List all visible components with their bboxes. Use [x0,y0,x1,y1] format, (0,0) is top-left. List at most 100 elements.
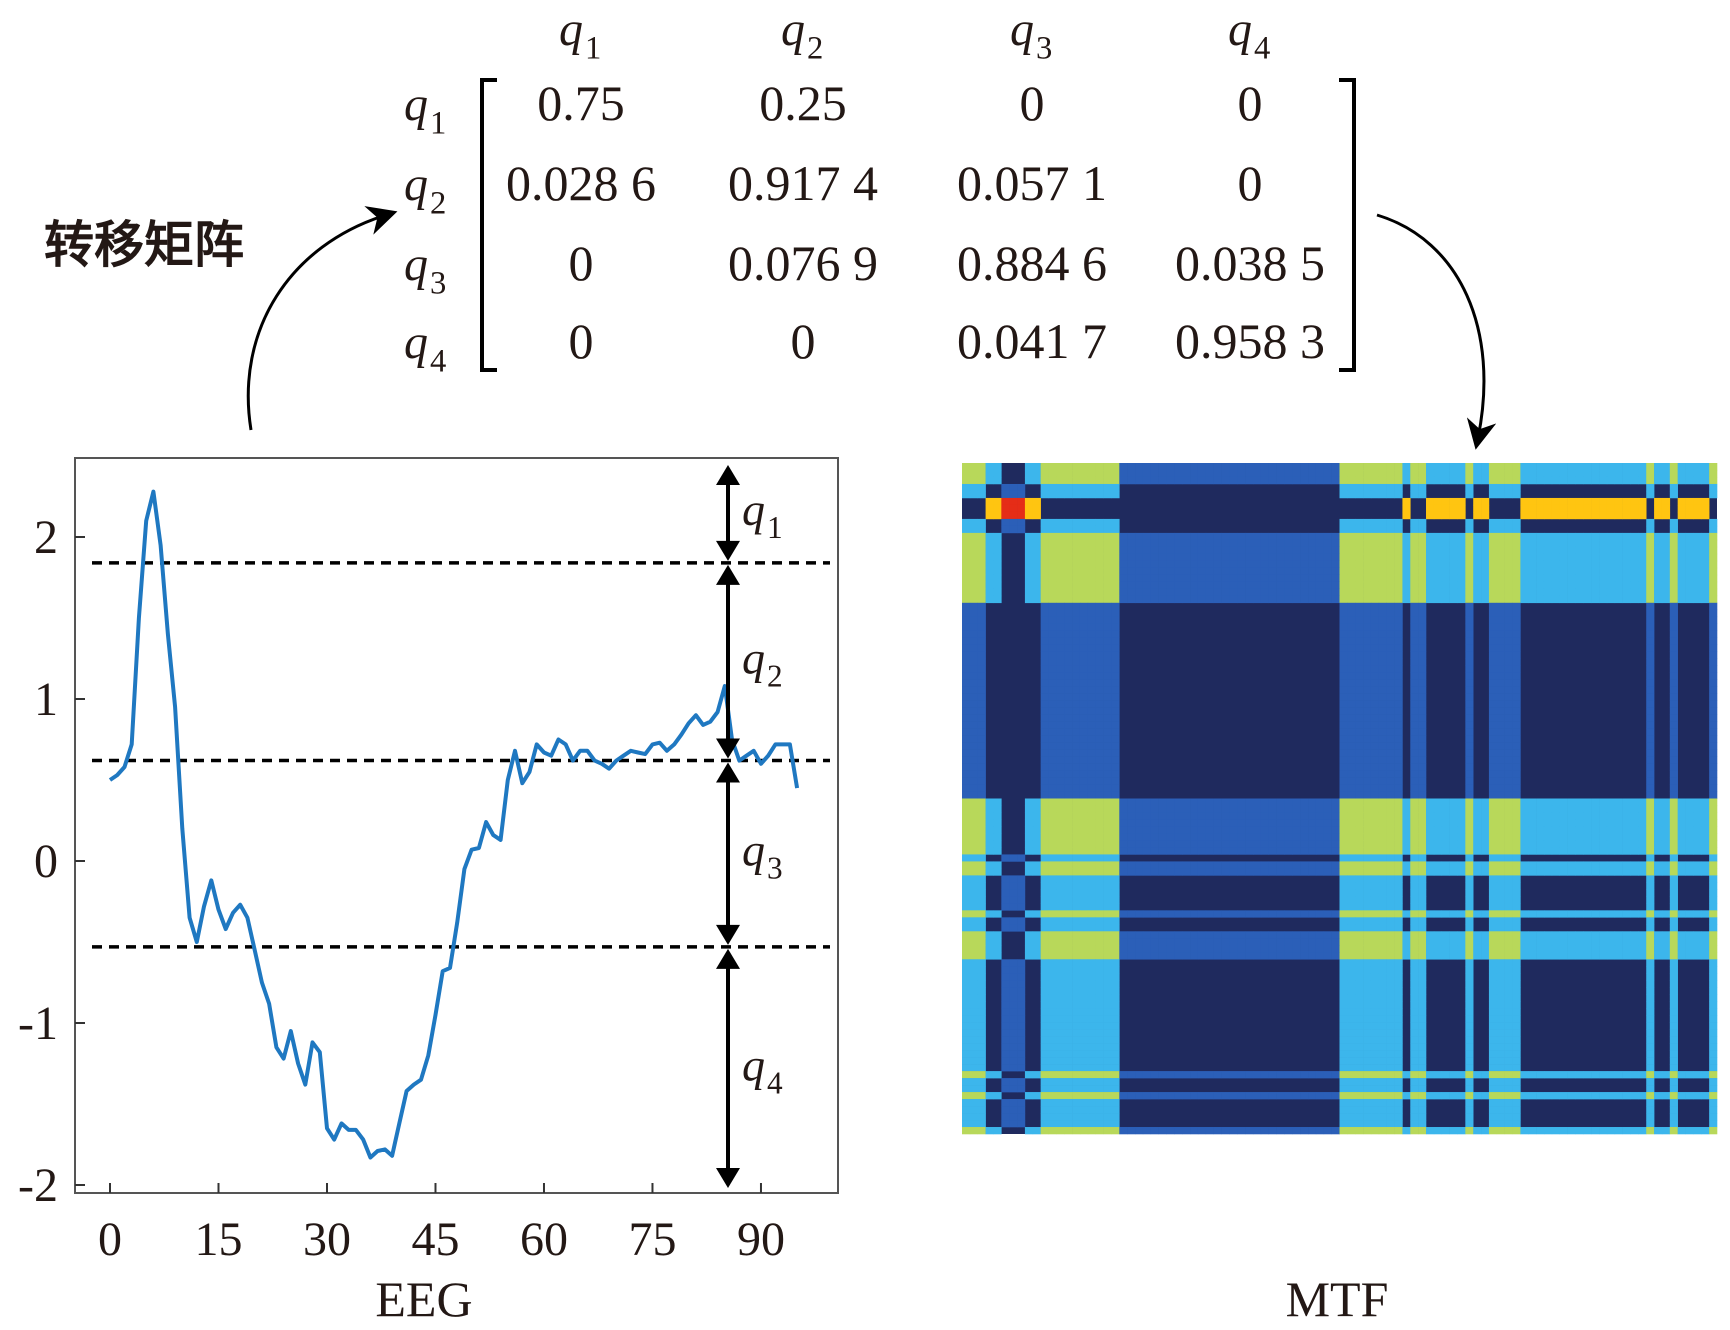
mtf-cell [1386,714,1395,722]
mtf-cell [1017,1015,1026,1023]
mtf-cell [1087,861,1096,869]
mtf-cell [1488,833,1498,841]
mtf-cell [1512,1099,1521,1107]
mtf-cell [1630,539,1639,548]
mtf-cell [1174,532,1183,541]
mtf-cell [1135,553,1144,562]
mtf-cell [1669,574,1678,583]
mtf-cell [1064,469,1073,478]
mtf-cell [1040,959,1049,967]
mtf-cell [1095,1071,1104,1079]
mtf-cell [1339,1106,1348,1114]
mtf-cell [1252,546,1262,555]
state-subscript: 3 [767,851,783,886]
mtf-cell [1488,609,1498,618]
mtf-cell [1245,532,1254,541]
mtf-cell [1127,833,1136,841]
mtf-cell [1496,763,1505,771]
mtf-cell [1009,1120,1018,1128]
mtf-cell [1378,903,1387,911]
mtf-cell [1378,637,1387,646]
mtf-cell [1402,833,1411,841]
mtf-cell [1606,805,1616,813]
mtf-cell [1095,602,1104,611]
mtf-cell [1481,574,1490,583]
state-subscript: 4 [767,1065,783,1100]
mtf-cell [1386,1043,1395,1051]
mtf-cell [1567,861,1576,869]
mtf-cell [1119,553,1128,562]
mtf-cell [1567,910,1576,918]
mtf-cell [1378,1092,1387,1100]
mtf-cell [1032,497,1041,506]
mtf-cell [1496,861,1505,869]
mtf-cell [1001,1078,1010,1086]
mtf-cell [1276,463,1285,471]
mtf-cell [1465,735,1474,743]
mtf-cell [1669,1015,1678,1023]
mtf-cell [1551,931,1560,939]
mtf-cell [1567,463,1576,471]
mtf-cell [1009,966,1018,974]
mtf-cell [1347,623,1356,632]
mtf-cell [1355,1099,1364,1107]
mtf-cell [1418,525,1427,534]
mtf-cell [1488,903,1498,911]
mtf-cell [1512,518,1521,527]
mtf-cell [1347,1036,1356,1044]
mtf-cell [1614,574,1623,583]
mtf-cell [1402,798,1411,806]
mtf-cell [1386,784,1395,792]
mtf-cell [1701,463,1710,471]
mtf-cell [969,623,979,632]
mtf-cell [1410,889,1419,897]
mtf-cell [1158,798,1167,806]
mtf-cell [1370,721,1380,729]
mtf-cell [1284,952,1293,960]
mtf-cell [1591,546,1600,555]
mtf-cell [1166,567,1175,576]
mtf-cell [1363,770,1372,778]
mtf-cell [1394,791,1403,799]
mtf-cell [1064,1022,1073,1030]
mtf-cell [1268,539,1277,548]
mtf-cell [1646,546,1655,555]
mtf-cell [1315,532,1325,541]
mtf-cell [1229,1071,1238,1079]
mtf-cell [1488,805,1498,813]
mtf-cell [1174,553,1183,562]
mtf-cell [1087,595,1096,604]
mtf-cell [1040,826,1049,834]
mtf-cell [1079,812,1089,820]
mtf-cell [969,1064,979,1072]
mtf-cell [1528,952,1537,960]
mtf-cell [1583,840,1592,848]
mtf-cell [1072,714,1081,722]
mtf-cell [1449,868,1458,876]
mtf-cell [1103,672,1112,680]
mtf-cell [1111,931,1120,939]
state-subscript: 1 [767,510,783,545]
mtf-cell [1182,1071,1191,1079]
mtf-cell [1064,847,1073,855]
mtf-cell [1551,588,1560,597]
mtf-cell [1213,952,1222,960]
mtf-cell [1622,868,1631,876]
mtf-cell [1040,854,1049,862]
mtf-cell [1512,546,1521,555]
mtf-cell [1001,1064,1010,1072]
mtf-cell [1268,798,1277,806]
mtf-cell [1268,553,1277,562]
mtf-cell [1103,630,1112,639]
mtf-cell [1001,924,1010,932]
mtf-cell [1386,861,1395,869]
mtf-cell [1048,518,1057,527]
mtf-cell [1064,1008,1073,1016]
mtf-cell [1087,1071,1096,1079]
mtf-cell [1536,952,1545,960]
mtf-cell [1095,1043,1104,1051]
mtf-cell [1252,805,1262,813]
mtf-cell [1229,546,1238,555]
mtf-cell [1614,819,1623,827]
mtf-cell [1426,567,1435,576]
